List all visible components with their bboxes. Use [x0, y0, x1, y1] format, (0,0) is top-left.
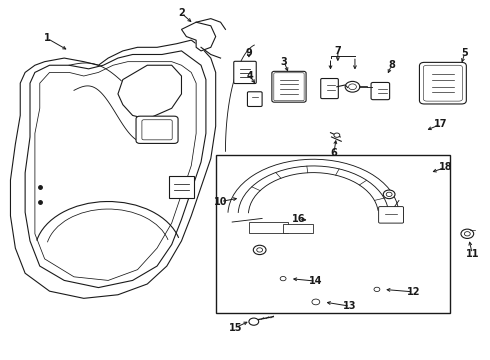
Text: 12: 12	[407, 287, 420, 297]
Text: 2: 2	[178, 8, 185, 18]
FancyBboxPatch shape	[234, 61, 256, 84]
Polygon shape	[118, 65, 181, 119]
Text: 6: 6	[331, 148, 337, 158]
FancyBboxPatch shape	[321, 78, 338, 99]
Text: 7: 7	[335, 46, 341, 56]
Circle shape	[383, 190, 395, 199]
Text: 11: 11	[466, 248, 479, 258]
FancyBboxPatch shape	[272, 71, 306, 102]
Text: 18: 18	[439, 162, 452, 172]
Circle shape	[308, 296, 324, 308]
Circle shape	[277, 274, 290, 283]
FancyBboxPatch shape	[247, 92, 262, 107]
Bar	[249, 222, 288, 233]
Text: 13: 13	[343, 301, 357, 311]
Text: 8: 8	[388, 60, 395, 70]
Bar	[284, 224, 313, 233]
Circle shape	[345, 81, 360, 92]
Text: 15: 15	[228, 323, 242, 333]
FancyBboxPatch shape	[379, 207, 404, 223]
Bar	[169, 176, 194, 198]
Text: 17: 17	[434, 120, 447, 129]
FancyBboxPatch shape	[371, 82, 390, 100]
Polygon shape	[181, 22, 216, 51]
Circle shape	[249, 318, 259, 325]
FancyBboxPatch shape	[136, 116, 178, 143]
Text: 4: 4	[246, 71, 253, 81]
FancyBboxPatch shape	[419, 62, 466, 104]
Circle shape	[334, 133, 340, 137]
Text: 16: 16	[292, 215, 305, 224]
Text: 9: 9	[245, 48, 252, 58]
Circle shape	[370, 285, 383, 294]
Text: 14: 14	[309, 276, 322, 286]
Circle shape	[253, 245, 266, 255]
Text: 3: 3	[281, 57, 288, 67]
Bar	[216, 155, 450, 313]
Text: 10: 10	[214, 197, 227, 207]
Text: 1: 1	[44, 33, 50, 43]
Circle shape	[461, 229, 474, 238]
Text: 5: 5	[462, 48, 468, 58]
